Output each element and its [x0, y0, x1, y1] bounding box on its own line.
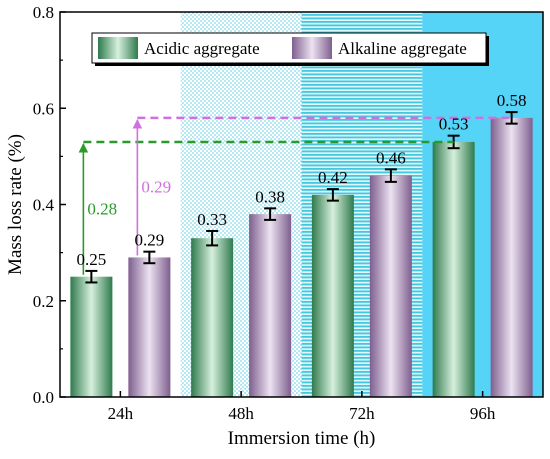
increase-annotations: 0.28 0.29 — [78, 116, 512, 275]
error-bar-alkaline-48h — [264, 207, 277, 221]
legend-swatch-alkaline — [292, 37, 332, 59]
error-bar-alkaline-72h — [384, 168, 397, 183]
error-bar-alkaline-96h — [505, 111, 518, 125]
legend-swatch-acidic — [98, 37, 138, 59]
y-tick-label: 0.0 — [33, 388, 54, 407]
error-bar-acidic-72h — [326, 188, 339, 202]
increase-label-alkaline: 0.29 — [141, 178, 171, 197]
data-label-alkaline-72h: 0.46 — [376, 148, 406, 167]
y-tick-label: 0.8 — [33, 3, 54, 22]
x-tick-label-72h: 72h — [349, 404, 375, 423]
y-axis-title: Mass loss rate (%) — [5, 134, 26, 275]
increase-label-acidic: 0.28 — [87, 199, 117, 218]
bar-alkaline-48h — [249, 214, 292, 397]
legend-label-alkaline: Alkaline aggregate — [338, 39, 467, 58]
bar-alkaline-24h — [128, 257, 171, 397]
error-bar-acidic-48h — [206, 229, 219, 247]
legend: Acidic aggregate Alkaline aggregate — [91, 32, 489, 66]
error-bar-acidic-24h — [85, 269, 98, 284]
data-label-alkaline-48h: 0.38 — [255, 187, 285, 206]
bar-acidic-24h — [70, 276, 113, 397]
data-label-alkaline-24h: 0.29 — [135, 231, 165, 250]
bar-acidic-96h — [432, 141, 475, 397]
bar-alkaline-72h — [369, 175, 412, 397]
x-axis-title: Immersion time (h) — [228, 428, 376, 449]
error-bar-alkaline-24h — [143, 250, 156, 265]
data-label-alkaline-96h: 0.58 — [497, 91, 527, 110]
data-label-acidic-24h: 0.25 — [77, 250, 107, 269]
x-tick-label-48h: 48h — [228, 404, 254, 423]
bar-alkaline-96h — [490, 117, 533, 397]
x-tick-label-24h: 24h — [108, 404, 134, 423]
axes: 0.0 0.2 0.4 0.6 0.8 24h 48h 72h 96h — [33, 3, 544, 423]
legend-box — [91, 32, 487, 64]
legend-label-acidic: Acidic aggregate — [144, 39, 260, 58]
bar-acidic-48h — [191, 238, 234, 397]
data-label-acidic-96h: 0.53 — [439, 115, 469, 134]
y-tick-label: 0.6 — [33, 99, 54, 118]
category-backgrounds — [180, 12, 543, 397]
data-label-acidic-72h: 0.42 — [318, 168, 348, 187]
bars — [70, 111, 533, 397]
x-tick-label-96h: 96h — [470, 404, 496, 423]
y-tick-label: 0.4 — [33, 196, 55, 215]
data-label-acidic-48h: 0.33 — [197, 210, 227, 229]
y-tick-label: 0.2 — [33, 292, 54, 311]
bar-acidic-72h — [311, 194, 354, 397]
data-labels: 0.25 0.33 0.42 0.53 0.29 0.38 0.46 0.58 — [77, 91, 527, 269]
